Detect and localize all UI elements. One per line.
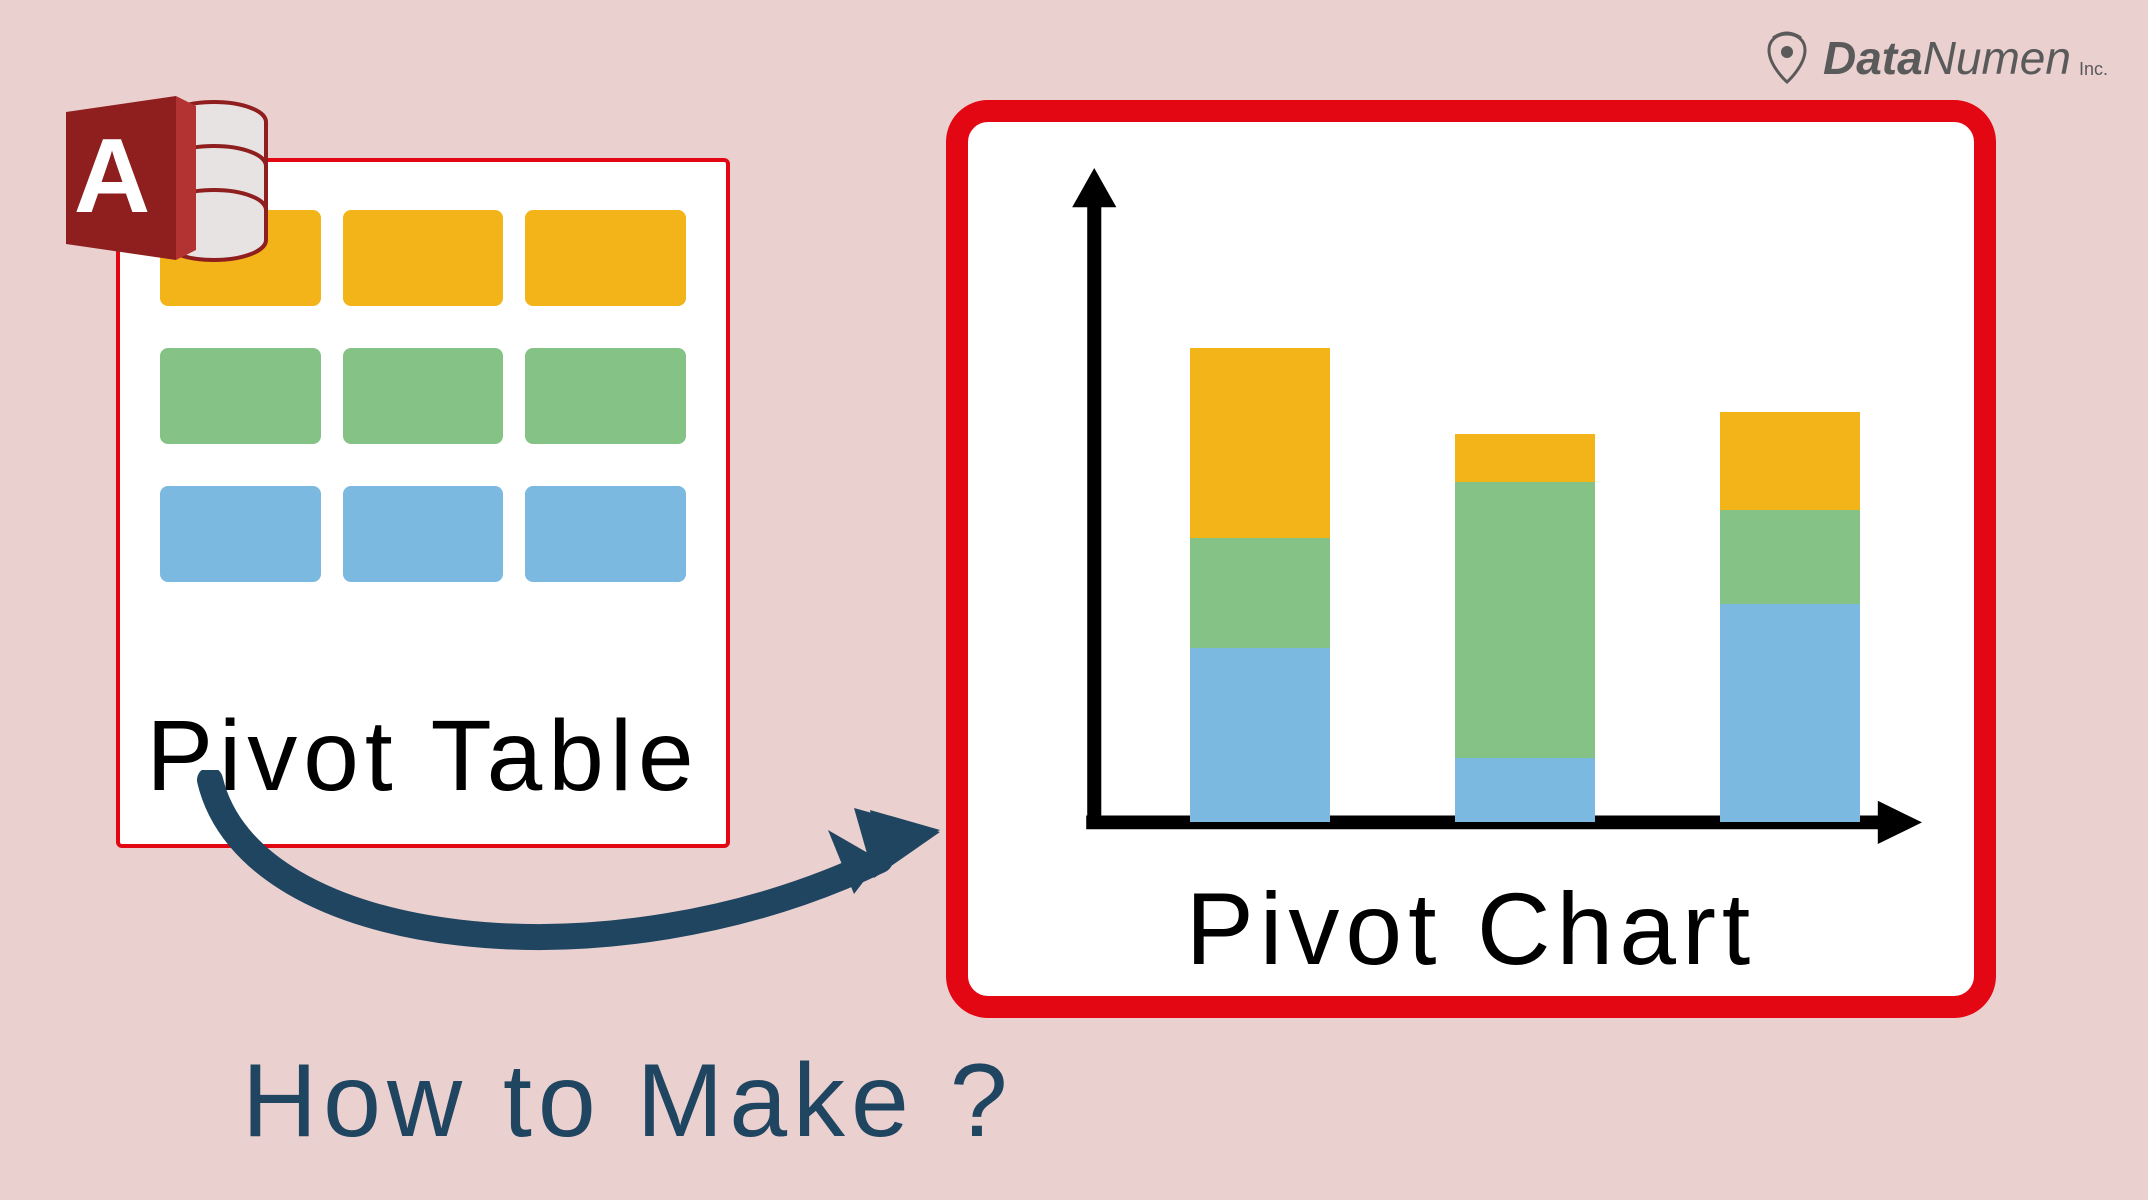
chart-bar-segment xyxy=(1455,482,1595,758)
pivot-table-cell xyxy=(160,486,321,582)
chart-bar-segment xyxy=(1190,348,1330,538)
pivot-table-cell xyxy=(343,210,504,306)
pivot-chart-panel: Pivot Chart xyxy=(946,100,1996,1018)
pivot-chart-label: Pivot Chart xyxy=(968,871,1974,988)
chart-bar-segment xyxy=(1190,538,1330,648)
logo-shield-icon xyxy=(1759,30,1815,86)
chart-bar xyxy=(1190,348,1330,822)
pivot-table-cell xyxy=(525,486,686,582)
logo-brand-bold: Data xyxy=(1823,32,1923,84)
logo-brand-light: Numen xyxy=(1923,32,2071,84)
chart-bar xyxy=(1455,434,1595,822)
svg-text:A: A xyxy=(74,117,151,235)
pivot-table-cell xyxy=(343,348,504,444)
pivot-table-cell xyxy=(160,348,321,444)
logo-inc: Inc. xyxy=(2079,59,2108,80)
pivot-table-row xyxy=(160,348,686,444)
datanumen-logo: DataNumen Inc. xyxy=(1759,30,2108,86)
logo-brand: DataNumen xyxy=(1823,31,2071,85)
pivot-table-cell xyxy=(525,348,686,444)
chart-bar-segment xyxy=(1455,434,1595,482)
chart-bars xyxy=(1128,168,1922,822)
pivot-table-row xyxy=(160,486,686,582)
chart-bar xyxy=(1720,412,1860,822)
pivot-table-cell xyxy=(343,486,504,582)
chart-bar-segment xyxy=(1720,604,1860,822)
pivot-table-cell xyxy=(525,210,686,306)
chart-bar-segment xyxy=(1190,648,1330,822)
chart-bar-segment xyxy=(1455,758,1595,822)
how-to-make-text: How to Make ? xyxy=(242,1042,1014,1161)
flow-arrow-icon xyxy=(190,770,940,980)
access-app-icon: A xyxy=(56,82,272,274)
chart-area xyxy=(1038,168,1922,846)
chart-bar-segment xyxy=(1720,412,1860,510)
chart-bar-segment xyxy=(1720,510,1860,604)
